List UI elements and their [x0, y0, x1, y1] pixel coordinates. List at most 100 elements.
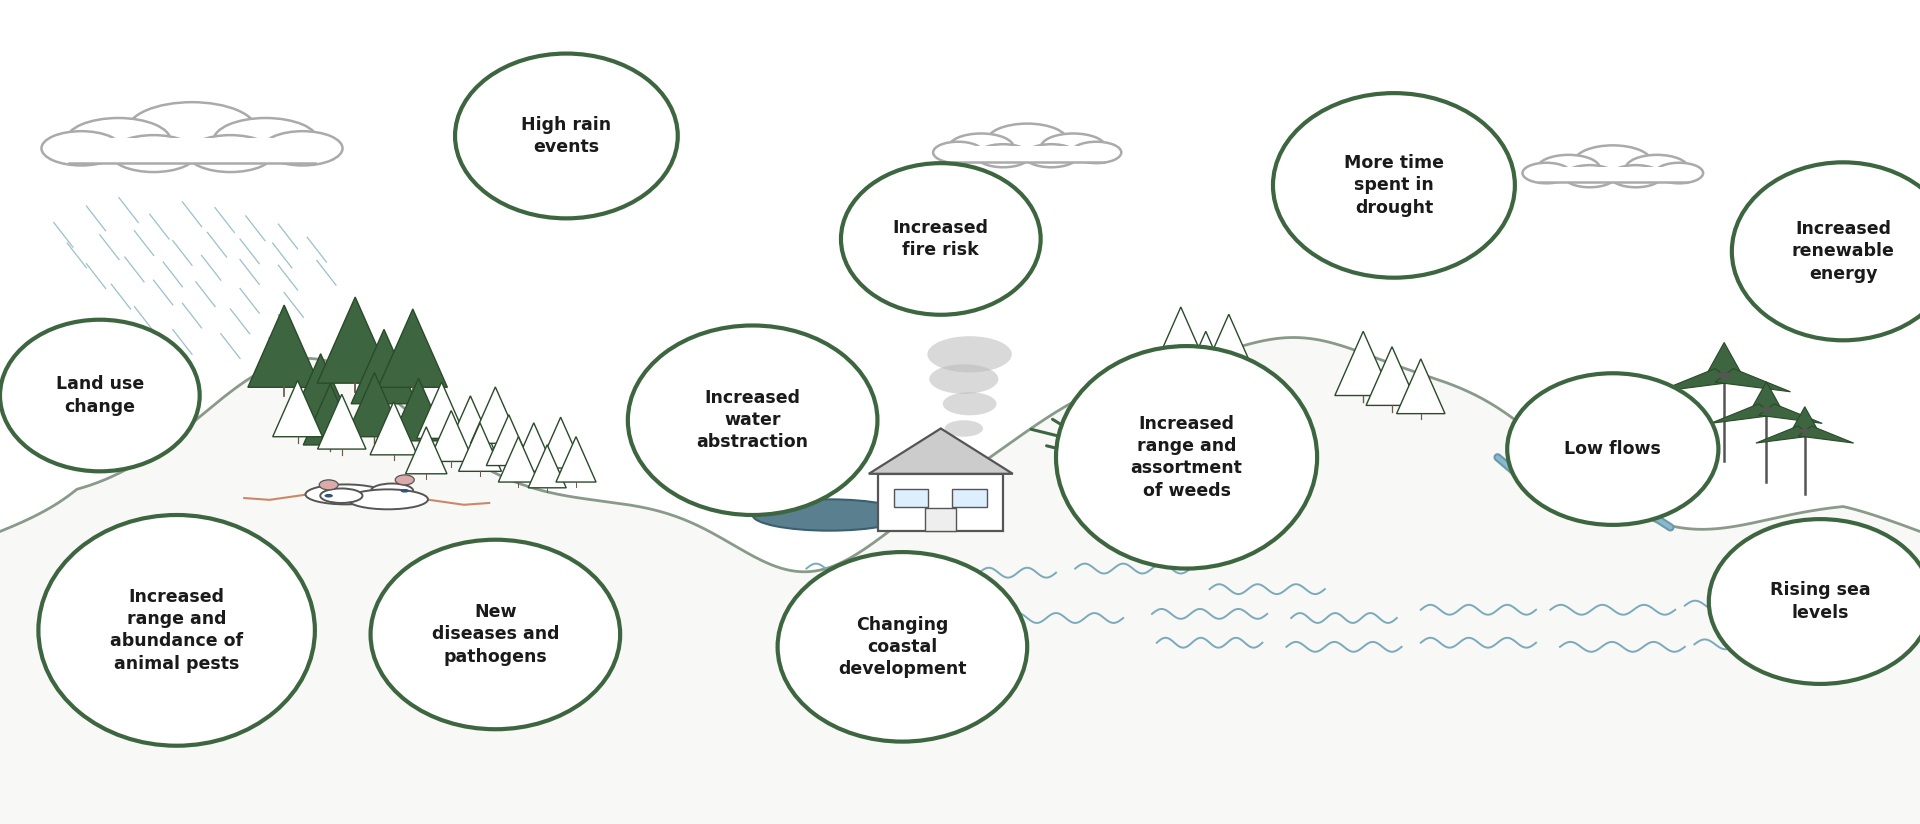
- FancyBboxPatch shape: [1540, 166, 1686, 182]
- Text: Rising sea
levels: Rising sea levels: [1770, 582, 1870, 621]
- Circle shape: [929, 364, 998, 394]
- Circle shape: [188, 135, 273, 172]
- Ellipse shape: [1056, 346, 1317, 569]
- Text: Changing
coastal
development: Changing coastal development: [839, 616, 966, 678]
- Circle shape: [987, 124, 1068, 158]
- Polygon shape: [273, 381, 323, 437]
- Polygon shape: [303, 384, 357, 445]
- Circle shape: [1655, 163, 1703, 183]
- Text: Increased
range and
assortment
of weeds: Increased range and assortment of weeds: [1131, 415, 1242, 499]
- Ellipse shape: [1507, 373, 1718, 525]
- Text: More time
spent in
drought: More time spent in drought: [1344, 154, 1444, 217]
- Polygon shape: [1759, 404, 1822, 424]
- Polygon shape: [528, 445, 566, 488]
- Polygon shape: [428, 410, 474, 461]
- Circle shape: [1611, 165, 1661, 187]
- Circle shape: [977, 144, 1031, 167]
- Ellipse shape: [305, 485, 386, 504]
- Ellipse shape: [1273, 93, 1515, 278]
- Circle shape: [263, 131, 342, 166]
- Text: High rain
events: High rain events: [522, 116, 611, 156]
- Polygon shape: [1334, 331, 1392, 396]
- Ellipse shape: [38, 515, 315, 746]
- Circle shape: [1761, 407, 1772, 412]
- Polygon shape: [1791, 407, 1818, 431]
- Polygon shape: [1177, 331, 1235, 396]
- Polygon shape: [513, 423, 555, 471]
- Circle shape: [1626, 155, 1688, 182]
- Circle shape: [65, 118, 171, 163]
- Circle shape: [42, 131, 121, 166]
- Ellipse shape: [396, 475, 415, 485]
- Text: Increased
water
abstraction: Increased water abstraction: [697, 389, 808, 452]
- Polygon shape: [248, 305, 321, 387]
- Polygon shape: [557, 437, 595, 482]
- Polygon shape: [470, 387, 520, 443]
- Polygon shape: [499, 437, 538, 482]
- Polygon shape: [405, 427, 447, 474]
- Ellipse shape: [628, 325, 877, 515]
- Text: Low flows: Low flows: [1565, 440, 1661, 458]
- Polygon shape: [1396, 359, 1446, 414]
- Polygon shape: [317, 297, 394, 383]
- Ellipse shape: [371, 484, 413, 498]
- Polygon shape: [317, 395, 367, 449]
- FancyBboxPatch shape: [879, 474, 1002, 531]
- Polygon shape: [868, 428, 1014, 474]
- Text: New
diseases and
pathogens: New diseases and pathogens: [432, 603, 559, 666]
- Polygon shape: [486, 414, 532, 466]
- Circle shape: [933, 142, 983, 163]
- Ellipse shape: [1709, 519, 1920, 684]
- Polygon shape: [346, 372, 403, 437]
- Polygon shape: [371, 401, 417, 455]
- Polygon shape: [447, 396, 493, 449]
- Circle shape: [1523, 163, 1571, 183]
- Polygon shape: [1715, 368, 1791, 391]
- Text: Increased
range and
abundance of
animal pests: Increased range and abundance of animal …: [109, 588, 244, 672]
- Polygon shape: [351, 330, 417, 404]
- Ellipse shape: [778, 552, 1027, 742]
- FancyBboxPatch shape: [69, 138, 315, 163]
- Circle shape: [1538, 155, 1599, 182]
- Ellipse shape: [1732, 162, 1920, 340]
- Circle shape: [324, 494, 332, 498]
- FancyBboxPatch shape: [952, 489, 987, 507]
- Ellipse shape: [371, 540, 620, 729]
- Ellipse shape: [455, 54, 678, 218]
- Circle shape: [1041, 133, 1106, 162]
- Text: Land use
change: Land use change: [56, 376, 144, 415]
- Polygon shape: [1797, 426, 1853, 443]
- Circle shape: [127, 102, 257, 157]
- Ellipse shape: [753, 499, 906, 531]
- Polygon shape: [538, 417, 584, 468]
- Ellipse shape: [841, 163, 1041, 315]
- Circle shape: [1574, 145, 1651, 179]
- Circle shape: [213, 118, 319, 163]
- Polygon shape: [292, 353, 349, 420]
- Ellipse shape: [348, 489, 428, 509]
- FancyBboxPatch shape: [950, 146, 1104, 162]
- Circle shape: [1716, 372, 1732, 378]
- Ellipse shape: [0, 320, 200, 471]
- Ellipse shape: [321, 489, 363, 503]
- Polygon shape: [459, 423, 501, 471]
- Polygon shape: [1711, 404, 1774, 424]
- Polygon shape: [1657, 368, 1734, 391]
- Circle shape: [927, 336, 1012, 372]
- Circle shape: [943, 392, 996, 415]
- Polygon shape: [1148, 307, 1213, 379]
- Ellipse shape: [319, 480, 338, 489]
- Polygon shape: [1751, 382, 1782, 410]
- Polygon shape: [1707, 343, 1741, 376]
- Polygon shape: [417, 382, 467, 438]
- Circle shape: [1023, 144, 1079, 167]
- Polygon shape: [1365, 347, 1417, 405]
- Polygon shape: [1757, 426, 1811, 443]
- Circle shape: [945, 420, 983, 437]
- Circle shape: [1799, 428, 1811, 433]
- Circle shape: [948, 133, 1014, 162]
- Text: Increased
fire risk: Increased fire risk: [893, 219, 989, 259]
- Circle shape: [1565, 165, 1615, 187]
- Polygon shape: [392, 378, 445, 441]
- FancyBboxPatch shape: [893, 489, 929, 507]
